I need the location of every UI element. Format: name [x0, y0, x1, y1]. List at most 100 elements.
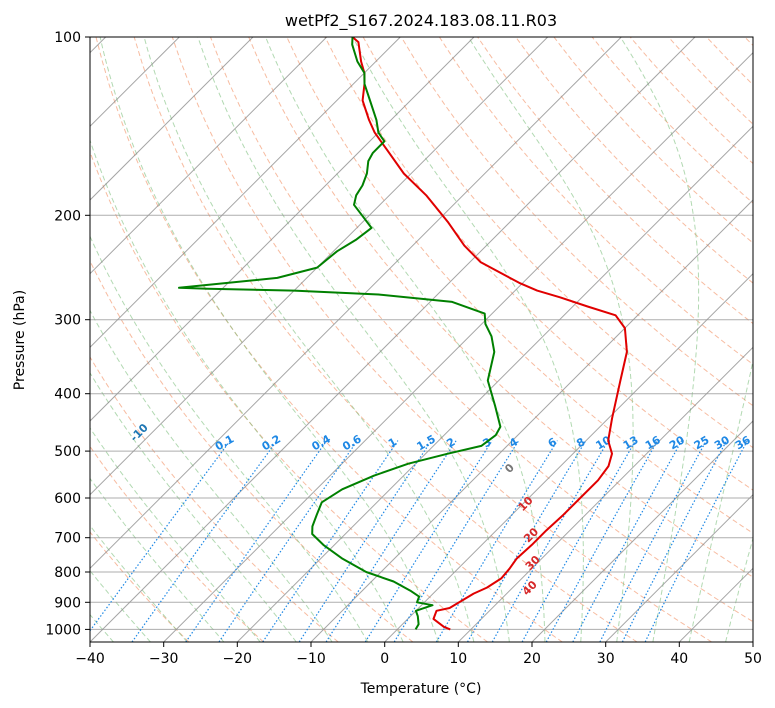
dry-adiabat — [362, 37, 753, 449]
mixing-ratio-line — [435, 440, 558, 642]
mixing-ratio-label: 0.1 — [213, 432, 236, 453]
mixing-ratio-line — [262, 440, 399, 642]
mixing-ratio-label: 13 — [621, 433, 641, 452]
x-axis-label: Temperature (°C) — [360, 681, 482, 697]
y-tick-label: 700 — [54, 531, 81, 547]
dry-adiabat — [591, 37, 753, 204]
x-tick-label: 0 — [380, 651, 389, 667]
isotherm — [90, 37, 254, 201]
isotherm — [236, 125, 753, 642]
mixing-ratio-line — [599, 440, 707, 642]
moist-adiabat-label: 20 — [521, 525, 541, 545]
isotherm — [310, 199, 753, 642]
isotherm — [90, 37, 622, 570]
dry-adiabat — [400, 37, 753, 407]
dry-adiabat — [171, 37, 712, 642]
mixing-ratio-label: 2 — [444, 435, 457, 450]
x-tick-label: 10 — [449, 651, 467, 667]
dry-adiabat — [90, 531, 190, 642]
y-tick-label: 900 — [54, 595, 81, 611]
mixing-ratio-label: 30 — [712, 433, 732, 452]
moist-adiabat-label: 40 — [520, 578, 540, 598]
dry-adiabat — [668, 37, 753, 125]
mixing-ratio-label: 0.4 — [310, 432, 334, 453]
moist-adiabat — [99, 37, 439, 642]
isotherm — [531, 420, 753, 642]
dry-adiabat — [90, 259, 414, 642]
moist-adiabat — [90, 235, 369, 642]
isotherm — [384, 272, 753, 642]
dry-adiabat — [324, 37, 753, 491]
dry-adiabat-label: -10 — [128, 421, 151, 444]
moist-adiabat — [197, 37, 510, 642]
dry-adiabat — [438, 37, 753, 366]
x-tick-label: −40 — [75, 651, 105, 667]
x-tick-label: 30 — [597, 651, 615, 667]
dry-adiabat — [90, 445, 264, 642]
moist-adiabat — [90, 371, 297, 642]
mixing-ratio-label: 0.2 — [260, 432, 283, 453]
mixing-ratio-line — [466, 440, 587, 642]
isotherm — [90, 37, 549, 496]
isotherm — [605, 493, 753, 642]
dewpoint-profile — [178, 37, 502, 630]
mixing-ratio-label: 16 — [643, 433, 663, 452]
moist-adiabat — [90, 138, 404, 642]
moist-adiabat — [467, 37, 634, 642]
y-tick-label: 200 — [54, 208, 81, 224]
moist-adiabat — [762, 37, 775, 642]
y-tick-label: 100 — [54, 30, 81, 46]
dry-adiabat — [744, 37, 753, 47]
mixing-ratio-label: 4 — [507, 435, 520, 450]
x-tick-label: −20 — [223, 651, 253, 667]
moist-adiabat — [619, 37, 700, 642]
moist-adiabat — [688, 358, 753, 642]
mixing-ratio-label: 20 — [667, 433, 687, 452]
x-tick-label: 50 — [744, 651, 762, 667]
isotherm — [90, 37, 696, 642]
y-tick-label: 300 — [54, 313, 81, 329]
moist-adiabat — [90, 309, 333, 642]
dry-adiabat — [553, 37, 753, 244]
mixing-ratio-line — [218, 440, 358, 642]
moist-adiabat — [265, 37, 546, 642]
x-tick-label: 20 — [523, 651, 541, 667]
moist-adiabat-label: 0 — [502, 461, 517, 476]
isotherm — [163, 51, 753, 642]
y-axis: 100 200 300 400 500 600 700 800 900 1000 — [45, 30, 90, 638]
sounding-profiles — [178, 37, 628, 631]
mixing-ratio-label: 1.5 — [414, 432, 437, 453]
isotherm — [90, 37, 328, 275]
mixing-ratio-line — [90, 440, 231, 632]
temperature-profile — [351, 37, 628, 631]
chart-title: wetPf2_S167.2024.183.08.11.R03 — [285, 11, 557, 31]
x-axis: −40 −30 −20 −10 0 10 20 30 40 50 — [75, 642, 762, 667]
background-lines — [90, 37, 775, 642]
moist-adiabat — [90, 427, 261, 642]
isotherm — [752, 641, 753, 642]
dry-adiabat — [90, 356, 339, 642]
dry-adiabat — [95, 37, 563, 642]
y-tick-label: 400 — [54, 387, 81, 403]
mixing-ratio-line — [298, 440, 432, 642]
y-tick-label: 500 — [54, 444, 81, 460]
mixing-ratio-line — [325, 440, 457, 642]
mixing-ratio-line — [545, 440, 659, 642]
isotherm — [678, 567, 753, 642]
isotherm — [90, 37, 475, 422]
mixing-ratio-label: 0.6 — [340, 432, 364, 453]
dry-adiabat — [133, 37, 638, 642]
mixing-ratio-label: 8 — [574, 435, 587, 450]
plot-frame — [89, 36, 754, 643]
x-tick-label: −10 — [296, 651, 326, 667]
y-axis-label: Pressure (hPa) — [12, 290, 28, 390]
y-tick-label: 1000 — [45, 622, 81, 638]
mixing-ratio-line — [644, 440, 748, 642]
moist-adiabat — [90, 477, 225, 642]
x-tick-label: −30 — [149, 651, 179, 667]
isotherm — [90, 37, 401, 349]
dry-adiabat — [90, 150, 488, 642]
mixing-ratio-line — [393, 440, 520, 642]
mixing-ratio-line — [364, 440, 493, 642]
